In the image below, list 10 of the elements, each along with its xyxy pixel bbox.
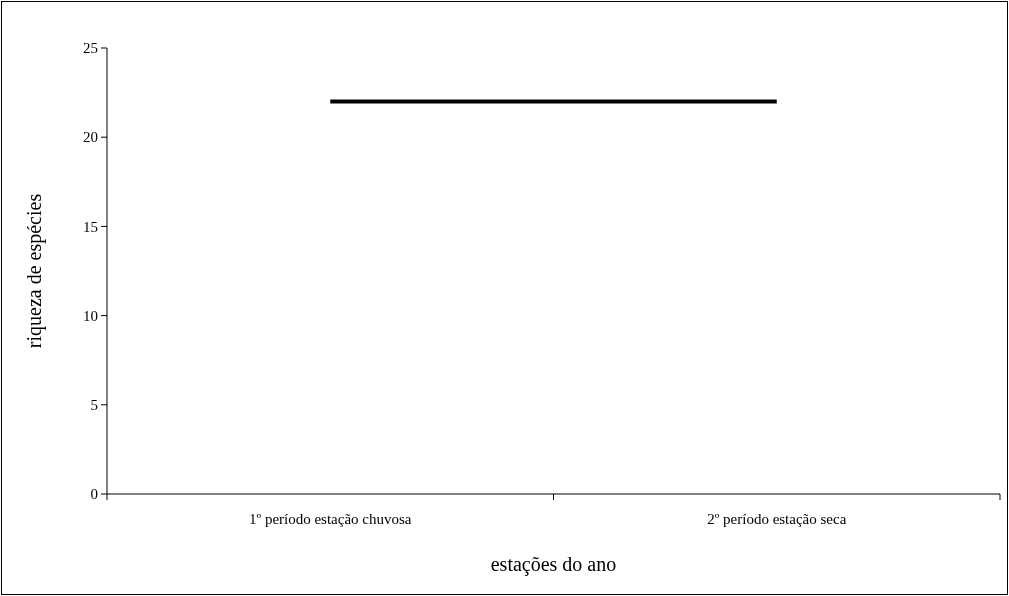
- x-tick-label: 2º período estação seca: [707, 511, 847, 527]
- x-tick-label: 1º período estação chuvosa: [248, 511, 412, 527]
- y-tick-label: 5: [90, 397, 98, 414]
- y-tick-label: 20: [83, 129, 98, 146]
- y-tick-label: 15: [83, 218, 98, 235]
- x-axis-title: estações do ano: [490, 553, 617, 576]
- y-tick-label: 10: [83, 307, 98, 324]
- y-tick-label: 0: [90, 486, 98, 503]
- y-tick-label: 25: [83, 40, 98, 57]
- y-axis-title: riqueza de espécies: [23, 193, 46, 349]
